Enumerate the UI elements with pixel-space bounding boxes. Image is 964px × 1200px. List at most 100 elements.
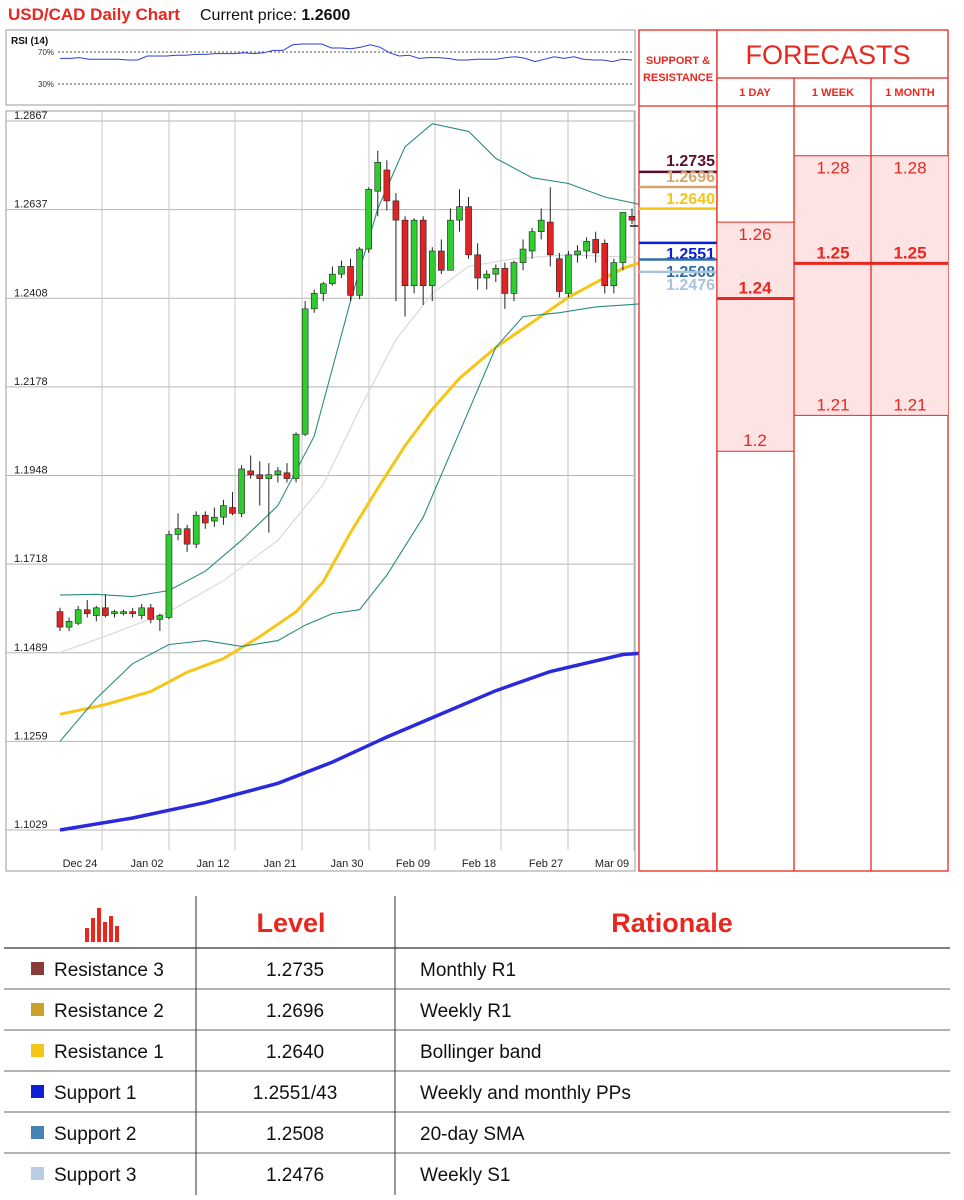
row-rationale: 20-day SMA bbox=[420, 1124, 525, 1145]
row-name: Support 1 bbox=[54, 1083, 136, 1104]
candle-body-down bbox=[256, 474, 264, 479]
candle bbox=[501, 262, 509, 309]
candle-body-up bbox=[120, 611, 127, 614]
candle-body-up bbox=[510, 262, 518, 294]
candle bbox=[192, 511, 200, 549]
candle bbox=[574, 245, 581, 263]
candle bbox=[274, 467, 282, 483]
forecast-mid-day: 1.24 bbox=[738, 278, 772, 297]
candle-body-up bbox=[220, 505, 227, 518]
candle bbox=[111, 609, 118, 618]
candle bbox=[456, 189, 463, 232]
sr-title-line2: RESISTANCE bbox=[643, 72, 713, 84]
current-price-label: Current price: 1.2600 bbox=[200, 7, 350, 24]
candle-body-down bbox=[546, 221, 554, 256]
row-color-swatch bbox=[31, 962, 44, 975]
candle-body-down bbox=[556, 258, 563, 292]
sr-level-label: 1.2696 bbox=[666, 169, 715, 186]
row-name: Resistance 1 bbox=[54, 1042, 164, 1063]
forecast-range-month bbox=[871, 155, 948, 416]
candle bbox=[583, 237, 590, 259]
candle-body-down bbox=[628, 215, 636, 221]
candle bbox=[347, 258, 354, 302]
candle-body-down bbox=[83, 609, 91, 614]
candle bbox=[492, 264, 500, 282]
forecast-col-1week: 1 WEEK bbox=[812, 87, 854, 99]
candle bbox=[428, 247, 436, 302]
candle-body-up bbox=[456, 206, 463, 221]
y-tick-label: 1.1948 bbox=[14, 465, 48, 477]
current-price-value: 1.2600 bbox=[301, 7, 350, 24]
candle-body-up bbox=[374, 161, 382, 192]
forecast-high-month: 1.28 bbox=[893, 159, 926, 178]
candle-body-down bbox=[229, 507, 236, 514]
candle-body-up bbox=[310, 293, 318, 310]
candle-body-down bbox=[401, 219, 409, 287]
candle-body-up bbox=[583, 241, 590, 252]
candle bbox=[247, 455, 254, 479]
candle-body-up bbox=[211, 516, 218, 522]
candle bbox=[165, 530, 173, 620]
candle bbox=[537, 208, 545, 240]
candle bbox=[320, 281, 327, 302]
candle bbox=[592, 231, 599, 263]
sr-level-label: 1.2640 bbox=[666, 191, 715, 208]
candle-body-down bbox=[474, 254, 481, 279]
series-line-3 bbox=[59, 303, 687, 742]
candle bbox=[283, 463, 291, 483]
x-tick-label: Dec 24 bbox=[63, 858, 98, 870]
candle bbox=[265, 463, 273, 533]
candle-body-down bbox=[592, 239, 599, 254]
candle bbox=[310, 289, 318, 313]
candle-body-down bbox=[129, 611, 136, 614]
candle-body-up bbox=[365, 188, 372, 250]
forecast-low-day: 1.2 bbox=[743, 431, 767, 450]
candle-body-up bbox=[483, 273, 491, 279]
y-tick-label: 1.2867 bbox=[14, 110, 48, 122]
candle-body-up bbox=[356, 248, 363, 296]
row-name: Support 2 bbox=[54, 1124, 136, 1145]
row-color-swatch bbox=[31, 1126, 44, 1139]
row-level: 1.2696 bbox=[266, 1001, 324, 1022]
forecast-range-day bbox=[717, 222, 794, 452]
candle-body-down bbox=[383, 169, 391, 202]
candle bbox=[338, 260, 345, 278]
row-color-swatch bbox=[31, 1044, 44, 1057]
candle bbox=[183, 524, 191, 552]
candle-body-up bbox=[492, 268, 500, 275]
candle-body-up bbox=[192, 514, 200, 545]
table-row: Support 3 1.2476 Weekly S1 bbox=[31, 1165, 510, 1186]
candle bbox=[138, 603, 146, 620]
y-tick-label: 1.2178 bbox=[14, 376, 48, 388]
candle bbox=[610, 258, 618, 294]
candle-body-up bbox=[565, 254, 572, 294]
candle bbox=[365, 187, 372, 253]
table-row: Resistance 1 1.2640 Bollinger band bbox=[4, 1042, 950, 1072]
table-row: Support 2 1.2508 20-day SMA bbox=[4, 1124, 950, 1154]
x-tick-label: Jan 02 bbox=[130, 858, 163, 870]
y-tick-label: 1.1029 bbox=[14, 819, 48, 831]
candle bbox=[601, 239, 609, 294]
x-tick-label: Jan 21 bbox=[263, 858, 296, 870]
candle bbox=[392, 193, 400, 302]
y-tick-label: 1.2637 bbox=[14, 199, 48, 211]
candle-body-up bbox=[265, 474, 273, 479]
sr-title-line1: SUPPORT & bbox=[646, 55, 710, 67]
row-name: Support 3 bbox=[54, 1165, 136, 1186]
candle-body-up bbox=[111, 611, 118, 614]
candle-body-up bbox=[93, 607, 100, 616]
candle bbox=[201, 511, 209, 529]
candle bbox=[419, 216, 427, 306]
candle-body-down bbox=[392, 200, 400, 221]
price-chart-panel: 1.2867 1.2637 1.2408 1.2178 1.1948 1.1718 1.14… bbox=[5, 110, 687, 872]
forecasts-panel: FORECASTS 1 DAY 1 WEEK 1 MONTH 1.26 1.24 1… bbox=[716, 29, 949, 872]
row-color-swatch bbox=[31, 1167, 44, 1180]
series-line-2 bbox=[59, 123, 687, 598]
candle bbox=[93, 605, 100, 622]
candle bbox=[83, 600, 91, 618]
y-tick-label: 1.1259 bbox=[14, 730, 48, 742]
rsi-level-30: 30% bbox=[38, 80, 54, 89]
candle bbox=[102, 594, 109, 618]
forecast-high-week: 1.28 bbox=[816, 159, 849, 178]
series-line-0 bbox=[59, 245, 687, 716]
